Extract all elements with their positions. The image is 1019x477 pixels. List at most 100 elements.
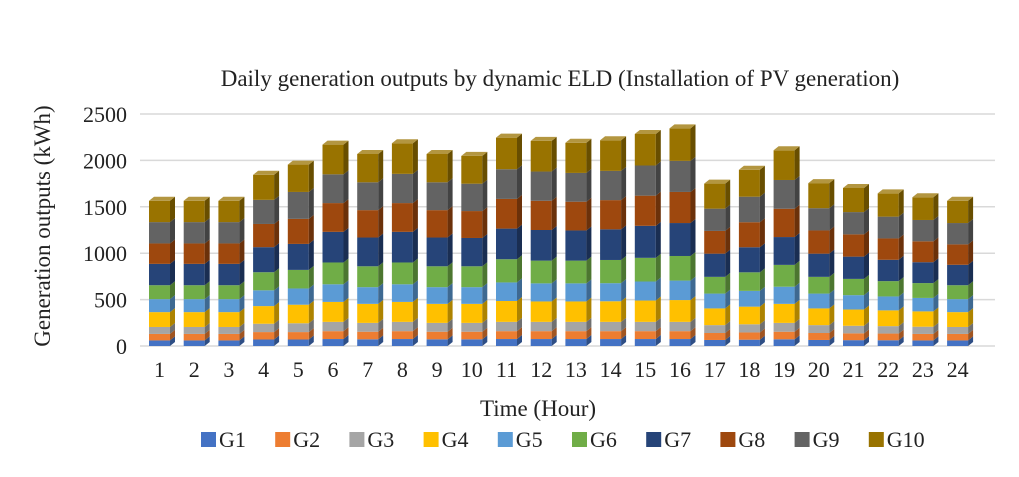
bar-segment-g9 <box>738 192 765 223</box>
bar-stack <box>843 183 869 346</box>
x-tick-label: 20 <box>808 357 830 382</box>
bar-segment-g2 <box>357 327 384 340</box>
bar-segment-g9 <box>808 204 835 231</box>
bar-segment-g4 <box>843 305 869 326</box>
bar-segment-g1 <box>808 335 835 346</box>
legend-item: G8 <box>720 427 765 452</box>
bar-segment-g5 <box>600 279 627 302</box>
bar-stack <box>357 149 384 346</box>
bar-segment-g9 <box>287 187 314 219</box>
legend-label: G4 <box>442 427 469 452</box>
x-tick-label: 8 <box>397 357 408 382</box>
bar-segment-g1 <box>426 335 453 346</box>
bar-stack <box>253 170 280 346</box>
bar-segment-g8 <box>287 214 314 244</box>
bar-segment-g6 <box>426 262 453 288</box>
bar-stack <box>947 196 974 346</box>
legend-item: G6 <box>572 427 617 452</box>
bar-segment-g5 <box>496 278 522 301</box>
bar-segment-g4 <box>461 299 488 323</box>
bar-segment-g5 <box>912 293 939 312</box>
bar-segment-g7 <box>877 255 904 282</box>
x-tick-label: 6 <box>328 357 339 382</box>
bar-segment-g9 <box>149 218 175 244</box>
bar-segment-g9 <box>357 178 384 211</box>
bar-segment-g8 <box>912 237 939 263</box>
bar-segment-g8 <box>218 239 245 264</box>
bar-segment-g10 <box>877 189 904 217</box>
bar-segment-g4 <box>357 299 384 323</box>
bar-segment-g8 <box>149 239 175 264</box>
bar-stack <box>565 138 592 346</box>
bar-segment-g7 <box>322 227 349 263</box>
legend-label: G8 <box>738 427 765 452</box>
bar-stack <box>426 149 453 346</box>
x-tick-label: 21 <box>843 357 865 382</box>
bar-segment-g1 <box>530 335 557 346</box>
bar-segment-g9 <box>565 168 592 202</box>
bar-segment-g9 <box>669 156 696 192</box>
bar-segment-g5 <box>253 286 280 307</box>
bar-stack <box>287 160 314 346</box>
bar-segment-g1 <box>634 335 661 346</box>
bar-segment-g4 <box>426 299 453 323</box>
bar-segment-g5 <box>947 295 974 313</box>
bar-segment-g1 <box>287 335 314 346</box>
bar-segment-g8 <box>183 239 210 264</box>
bar-segment-g10 <box>253 170 280 200</box>
bar-segment-g9 <box>218 218 245 244</box>
legend-swatch <box>794 432 810 447</box>
bar-segment-g7 <box>287 239 314 270</box>
legend-label: G6 <box>590 427 617 452</box>
legend-item: G10 <box>868 427 925 452</box>
bar-segment-g7 <box>530 226 557 261</box>
bar-segment-g1 <box>496 335 522 346</box>
bar-segment-g8 <box>773 204 800 238</box>
bar-segment-g6 <box>600 255 627 284</box>
bar-segment-g4 <box>808 304 835 326</box>
bar-segment-g7 <box>773 233 800 265</box>
bar-segment-g9 <box>426 178 453 211</box>
x-tick-labels: 1 2 3 4 5 6 7 8 9 10 11 12 13 14 15 16 17 18 19 20 21 22 23 24 <box>154 357 969 382</box>
bar-segment-g9 <box>530 167 557 201</box>
bar-segment-g7 <box>738 243 765 273</box>
bar-segment-g2 <box>322 327 349 340</box>
bar-segment-g8 <box>947 240 974 265</box>
bar-segment-g3 <box>287 319 314 333</box>
bar-segment-g9 <box>773 175 800 209</box>
bar-segment-g2 <box>391 327 418 340</box>
bar-segment-g2 <box>287 328 314 340</box>
bar-segment-g9 <box>843 208 869 235</box>
bar-segment-g7 <box>183 259 210 286</box>
bar-stack <box>391 139 418 346</box>
bar-segment-g4 <box>253 302 280 324</box>
bar-segment-g8 <box>461 207 488 238</box>
bar-segment-g7 <box>253 243 280 273</box>
bar-segment-g2 <box>912 329 939 341</box>
bar-segment-g4 <box>496 296 522 322</box>
bar-segment-g2 <box>877 329 904 341</box>
bar-segment-g8 <box>426 206 453 238</box>
bar-segment-g4 <box>287 300 314 324</box>
bar-segment-g10 <box>808 179 835 209</box>
bar-segment-g8 <box>253 219 280 248</box>
legend-label: G7 <box>664 427 691 452</box>
bar-segment-g1 <box>947 336 974 346</box>
bar-segment-g9 <box>496 165 522 199</box>
bar-segment-g6 <box>669 251 696 281</box>
bar-segment-g8 <box>843 230 869 257</box>
bar-segment-g8 <box>704 226 731 254</box>
bar-segment-g7 <box>947 260 974 286</box>
bar-segment-g6 <box>704 272 731 294</box>
bar-segment-g6 <box>357 262 384 288</box>
legend-item: G7 <box>646 427 691 452</box>
bar-segment-g4 <box>183 308 210 327</box>
bar-segment-g2 <box>634 327 661 340</box>
bar-segment-g7 <box>496 224 522 260</box>
x-tick-label: 13 <box>565 357 587 382</box>
bar-segment-g3 <box>912 322 939 334</box>
legend-item: G4 <box>423 427 469 452</box>
bar-segment-g4 <box>600 297 627 322</box>
bar-segment-g4 <box>877 306 904 327</box>
bar-segment-g1 <box>461 335 488 346</box>
